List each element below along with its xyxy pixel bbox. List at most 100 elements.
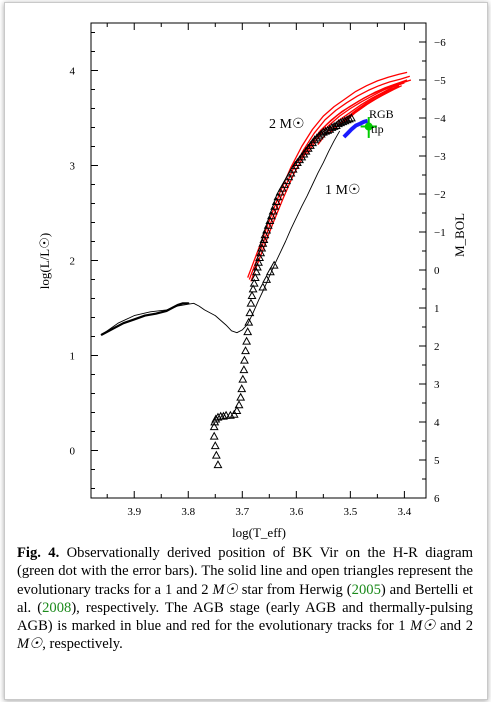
track-triangle-marker	[240, 355, 249, 364]
mbol-tick-label: 5	[434, 455, 440, 467]
mbol-tick-label: −4	[434, 113, 446, 125]
agb-2msun-track	[344, 85, 400, 123]
track-triangle-marker	[255, 253, 265, 262]
track-triangle-marker	[271, 196, 281, 205]
mbol-tick-label: −3	[434, 151, 446, 163]
track-triangle-marker	[286, 168, 296, 177]
x-tick-label: 3.8	[181, 506, 195, 518]
annotation-tip: tip	[371, 122, 384, 136]
track-triangle-marker	[265, 215, 275, 224]
track-triangle-marker	[310, 135, 320, 144]
track-triangle-marker	[269, 260, 279, 269]
track-triangle-marker	[238, 374, 248, 383]
track-triangle-marker	[260, 230, 270, 239]
track-triangle-marker	[209, 422, 219, 431]
mbol-tick-label: −6	[434, 37, 446, 49]
track-triangle-marker	[262, 225, 272, 234]
bkvir-position-dot	[364, 122, 373, 131]
x-tick-label: 3.6	[289, 506, 303, 518]
track-triangle-marker	[234, 400, 244, 409]
track-triangle-marker	[277, 183, 287, 192]
caption-label: Fig. 4.	[17, 545, 60, 561]
agb-1msun-track	[342, 118, 369, 139]
track-triangle-marker	[288, 164, 298, 173]
figure-caption: Fig. 4. Observationally derived position…	[17, 544, 473, 654]
track-triangle-marker	[314, 131, 324, 140]
track-triangle-marker	[256, 248, 266, 257]
track-triangle-marker	[265, 267, 275, 276]
track-triangle-marker	[246, 298, 256, 307]
x-tick-label: 3.5	[343, 506, 357, 518]
mbol-tick-label: −1	[434, 227, 446, 239]
track-triangle-marker	[312, 133, 322, 142]
track-triangle-marker	[239, 365, 249, 374]
mbol-tick-label: −2	[434, 189, 446, 201]
x-tick-label: 3.7	[235, 506, 249, 518]
caption-text-3: ) and Bertelli et al. (	[17, 581, 473, 616]
y-tick-label: 3	[70, 161, 76, 173]
evolutionary-track-line	[247, 130, 340, 325]
mbol-tick-label: 2	[434, 341, 440, 353]
track-triangle-marker	[245, 308, 255, 317]
track-triangle-marker	[247, 291, 257, 300]
mbol-tick-label: −5	[434, 75, 446, 87]
figure-card: 3.9 3.8 3.7 3.6 3.5 3.4 0 1 2 3 4 6 5 4 3 2 1 0 −1 −2 −3 −4 −5…	[4, 2, 488, 700]
y-tick-label: 4	[70, 66, 76, 78]
track-triangle-marker	[236, 392, 246, 401]
agb-2msun-track	[247, 71, 408, 278]
caption-msun-1: M☉	[212, 581, 238, 598]
mbol-tick-label: 4	[434, 417, 440, 429]
track-triangle-marker	[243, 327, 253, 336]
track-triangle-marker	[346, 113, 356, 122]
x-tick-label: 3.4	[398, 506, 412, 518]
track-triangle-marker	[275, 187, 285, 196]
track-triangle-marker	[241, 346, 250, 355]
caption-msun-3: M☉	[17, 636, 43, 653]
agb-2msun-track	[248, 75, 410, 280]
track-triangle-marker	[268, 206, 278, 215]
mbol-tick-label: 3	[434, 379, 440, 391]
track-triangle-marker	[262, 274, 272, 283]
track-triangle-marker	[258, 238, 268, 247]
caption-text-6: , respectively.	[42, 636, 123, 653]
track-triangle-marker	[259, 234, 269, 243]
mbol-tick-label: 1	[434, 303, 440, 315]
track-triangle-marker	[344, 114, 354, 123]
caption-ref-bertelli[interactable]: 2008	[42, 599, 72, 616]
x-axis-title: log(T_eff)	[232, 525, 286, 540]
y-axis-title-right: M_BOL	[452, 213, 467, 257]
x-tick-label: 3.9	[127, 506, 141, 518]
track-triangle-marker	[273, 192, 283, 201]
track-triangle-marker	[258, 282, 268, 291]
mbol-tick-label: 0	[434, 265, 440, 277]
caption-text-5: and 2	[435, 618, 473, 635]
track-triangle-marker	[250, 272, 260, 281]
track-triangle-marker	[221, 410, 231, 419]
track-triangle-marker	[237, 384, 247, 393]
track-triangle-marker	[249, 278, 259, 287]
track-triangle-marker	[252, 262, 262, 271]
evolutionary-track-line	[101, 302, 249, 336]
caption-ref-herwig[interactable]: 2005	[351, 581, 381, 598]
evolutionary-track-line	[100, 302, 190, 336]
track-triangle-marker	[282, 176, 292, 185]
track-triangle-marker	[211, 450, 221, 459]
track-triangle-marker	[254, 257, 263, 266]
track-triangle-marker	[209, 431, 219, 440]
caption-text-1: Observationally derived position of BK V…	[17, 545, 474, 598]
y-tick-label: 0	[70, 446, 76, 458]
caption-text-4: ), respectively. The AGB stage (early AG…	[17, 599, 473, 635]
track-triangle-marker	[244, 317, 254, 326]
track-triangle-marker	[263, 220, 273, 229]
annotation-1msun: 1 M☉	[325, 183, 361, 198]
agb-2msun-track	[333, 85, 400, 130]
track-triangle-marker	[251, 267, 261, 276]
track-triangle-marker	[284, 172, 294, 181]
track-triangle-marker	[213, 460, 223, 469]
y-axis-title-left: log(L/L☉)	[37, 233, 52, 289]
mbol-tick-label: 6	[434, 493, 440, 505]
annotation-2msun: 2 M☉	[269, 117, 305, 132]
y-tick-label: 1	[70, 351, 76, 363]
track-triangle-marker	[279, 179, 289, 188]
annotation-rgb: RGB	[369, 107, 394, 121]
